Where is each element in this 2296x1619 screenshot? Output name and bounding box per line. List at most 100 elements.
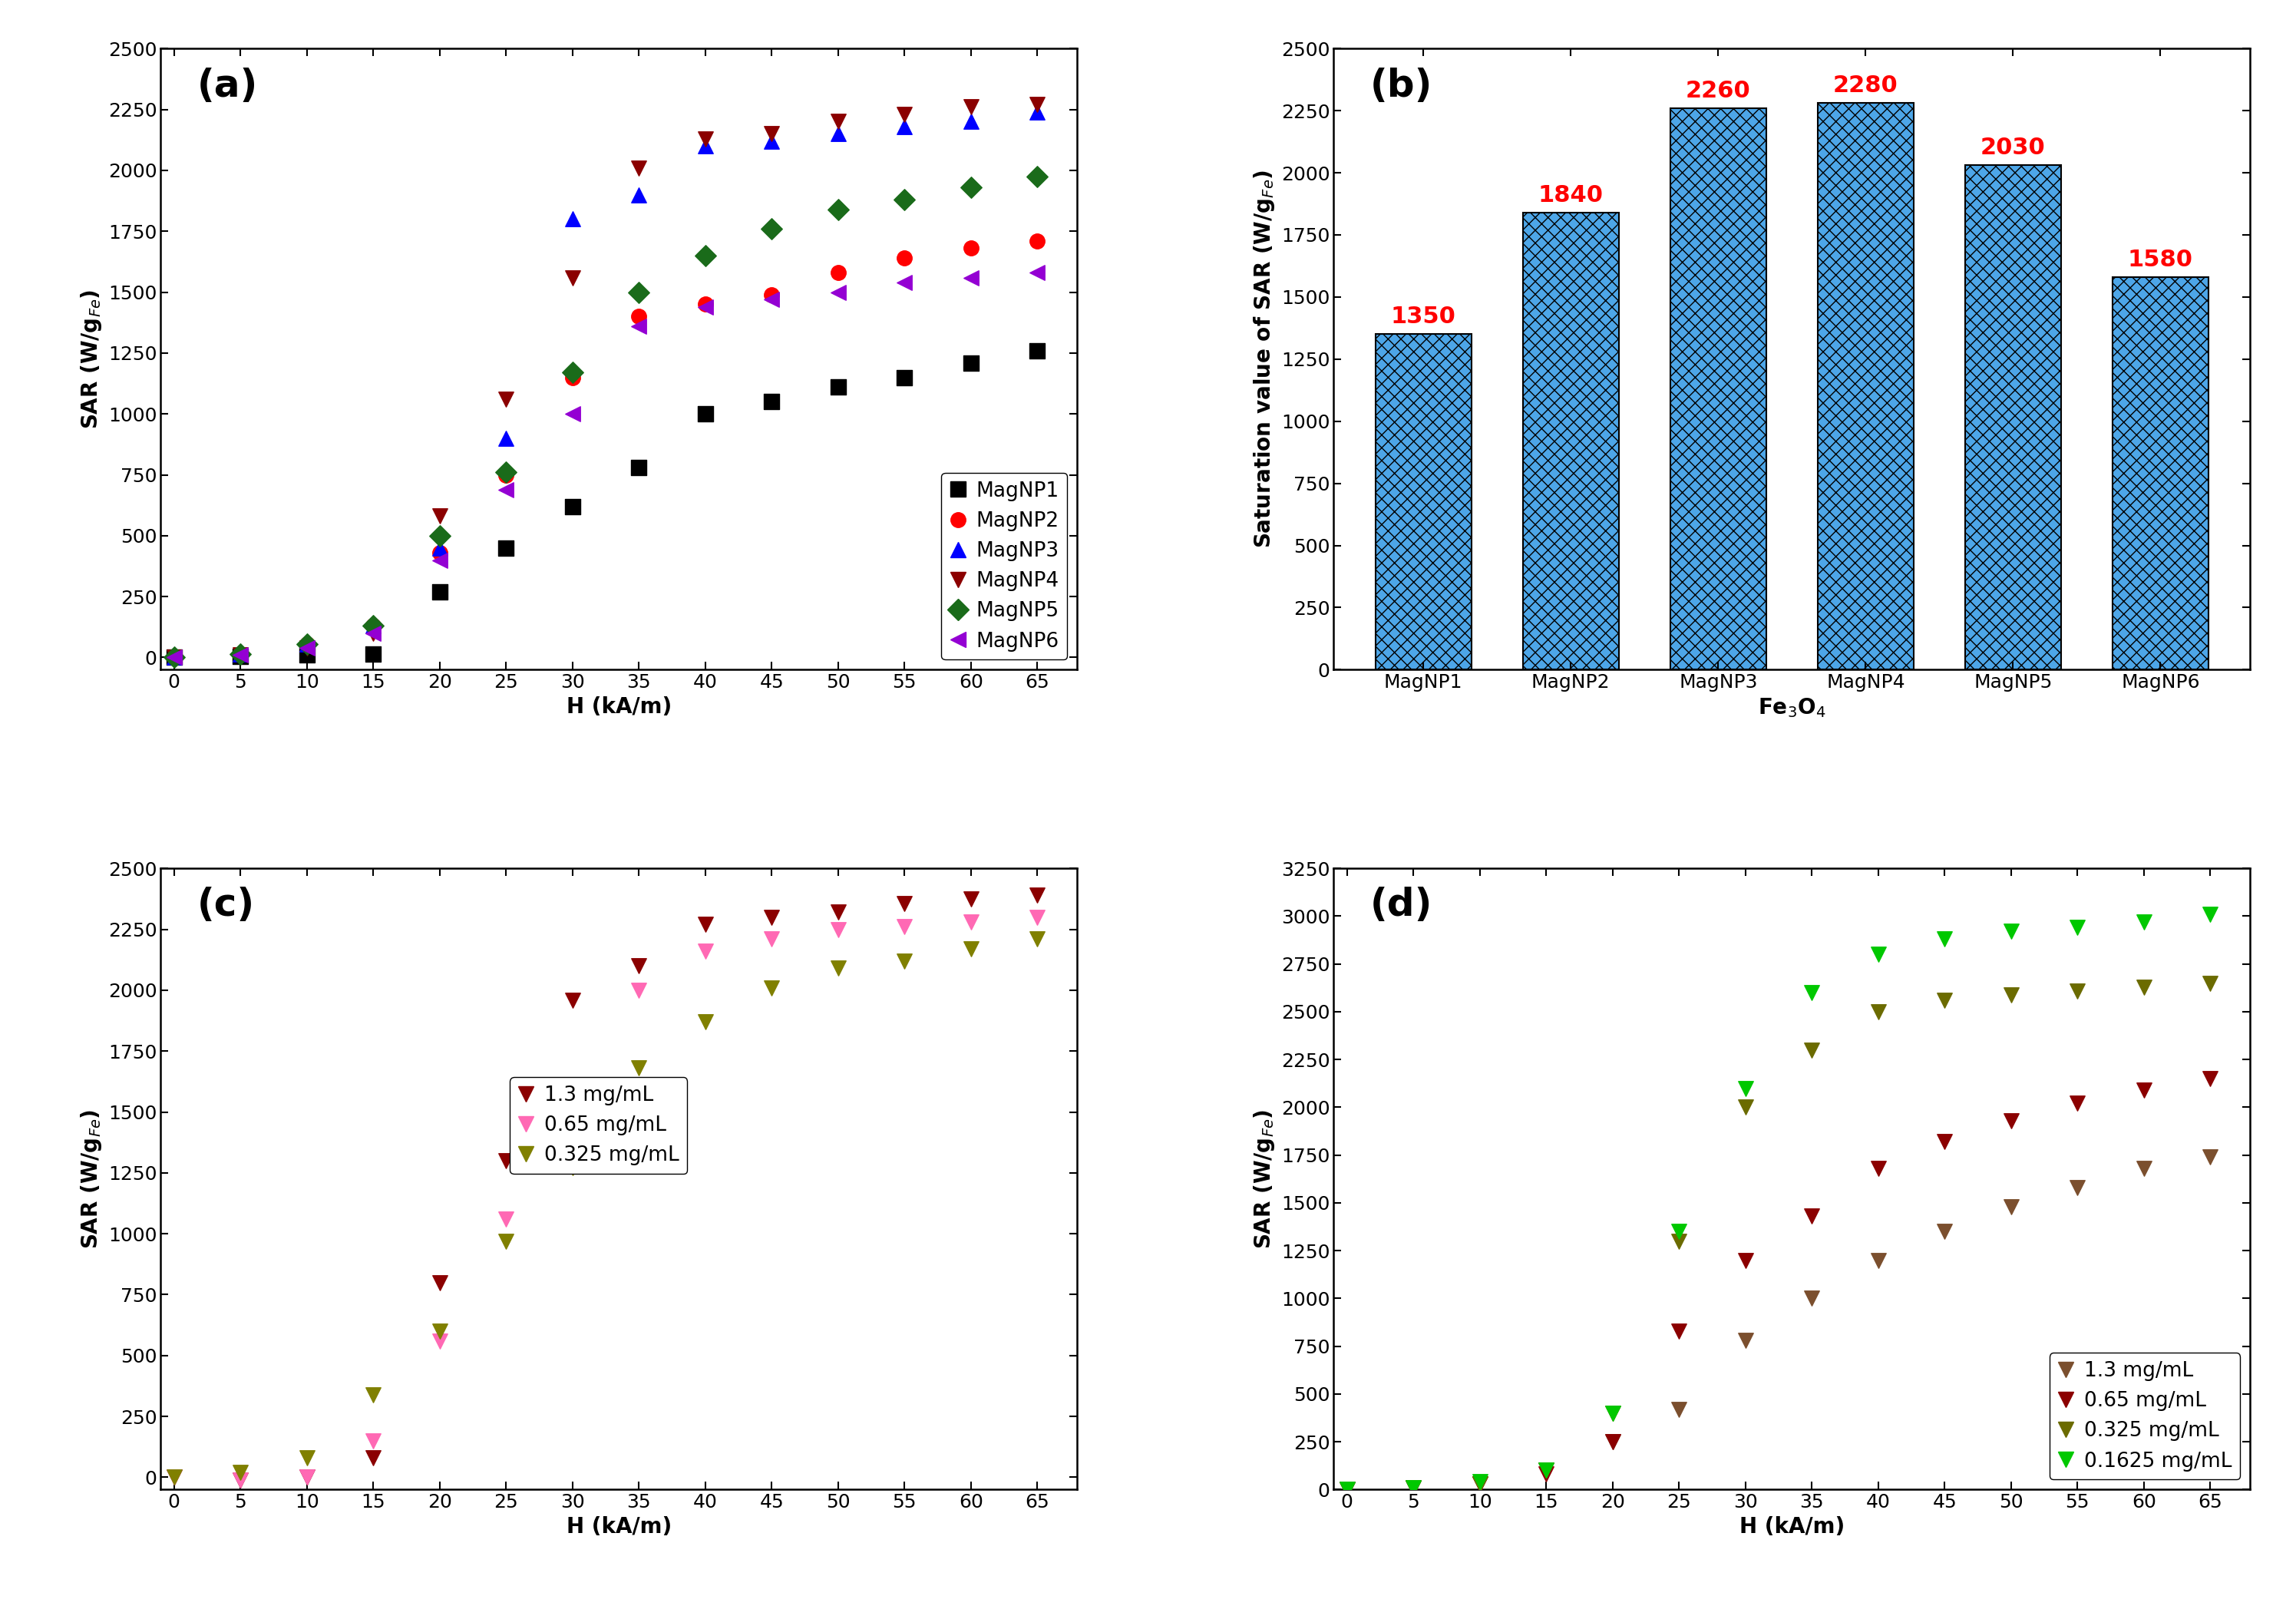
Point (886, 364, 923, 390)
Point (553, 402, 590, 427)
Point (420, 523, 457, 549)
Point (1593, 1428, 1630, 1454)
Point (2060, 1091, 2096, 1117)
Point (487, 476, 523, 502)
Bar (1522, 212, 1619, 670)
Point (753, 121, 790, 147)
Point (820, 121, 856, 147)
Point (420, 1318, 457, 1344)
Point (156, 644, 193, 670)
Point (1463, 1470, 1499, 1496)
Point (223, 641, 259, 667)
Point (1860, 1247, 1896, 1273)
Point (886, 186, 923, 212)
Point (1993, 981, 2030, 1007)
Point (2126, 975, 2163, 1001)
Point (1660, 1229, 1697, 1255)
Point (886, 949, 923, 975)
Point (1019, 228, 1056, 254)
Point (1993, 918, 2030, 944)
Text: 1350: 1350 (1391, 306, 1456, 329)
Point (820, 955, 856, 981)
Legend: 1.3 mg/mL, 0.65 mg/mL, 0.325 mg/mL, 0.1625 mg/mL: 1.3 mg/mL, 0.65 mg/mL, 0.325 mg/mL, 0.16… (2050, 1353, 2241, 1480)
Bar (1375, 334, 1472, 670)
Point (953, 235, 990, 261)
Point (1396, 1475, 1433, 1501)
Point (1329, 1477, 1366, 1502)
Point (1019, 926, 1056, 952)
Point (820, 196, 856, 222)
Point (356, 1381, 393, 1407)
Point (620, 1056, 657, 1081)
Y-axis label: SAR (W/g$_{Fe}$): SAR (W/g$_{Fe}$) (80, 1109, 103, 1248)
Point (687, 126, 723, 152)
Point (356, 620, 393, 646)
Point (753, 215, 790, 241)
Point (620, 155, 657, 181)
Point (356, 641, 393, 667)
Point (1329, 1477, 1366, 1502)
Point (1019, 164, 1056, 189)
X-axis label: H (kA/m): H (kA/m) (567, 696, 673, 717)
Point (1660, 1396, 1697, 1421)
Point (553, 364, 590, 390)
Point (1396, 1475, 1433, 1501)
Point (1019, 92, 1056, 118)
Point (1019, 903, 1056, 929)
Point (420, 1328, 457, 1353)
Point (289, 631, 326, 657)
Point (289, 635, 326, 661)
Point (553, 1154, 590, 1180)
Point (356, 1444, 393, 1470)
Point (487, 426, 523, 452)
Point (156, 644, 193, 670)
Point (687, 291, 723, 317)
Text: 2280: 2280 (1832, 74, 1899, 97)
Point (356, 614, 393, 640)
Point (1727, 1328, 1763, 1353)
X-axis label: Fe$_3$O$_4$: Fe$_3$O$_4$ (1759, 696, 1825, 719)
Point (1993, 1107, 2030, 1133)
Point (1396, 1475, 1433, 1501)
Point (487, 461, 523, 487)
Point (687, 293, 723, 319)
Text: (a): (a) (197, 68, 257, 104)
Point (1793, 1038, 1830, 1064)
Point (1793, 979, 1830, 1005)
Point (687, 133, 723, 159)
Point (953, 908, 990, 934)
Point (1793, 1203, 1830, 1229)
Point (2060, 915, 2096, 941)
Point (1019, 338, 1056, 364)
X-axis label: H (kA/m): H (kA/m) (1738, 1515, 1844, 1538)
Point (753, 926, 790, 952)
Y-axis label: SAR (W/g$_{Fe}$): SAR (W/g$_{Fe}$) (1251, 1109, 1277, 1248)
Point (156, 644, 193, 670)
Point (289, 635, 326, 661)
Point (886, 890, 923, 916)
Point (420, 1269, 457, 1295)
Point (1019, 99, 1056, 125)
Y-axis label: Saturation value of SAR (W/g$_{Fe}$): Saturation value of SAR (W/g$_{Fe}$) (1251, 170, 1277, 549)
Text: (d): (d) (1371, 887, 1433, 924)
Point (223, 643, 259, 669)
Point (1329, 1477, 1366, 1502)
Text: 1840: 1840 (1538, 185, 1603, 206)
Point (1993, 1193, 2030, 1219)
Point (487, 1148, 523, 1174)
Point (223, 643, 259, 669)
Point (223, 1467, 259, 1493)
Point (487, 460, 523, 486)
Point (289, 643, 326, 669)
Point (1727, 1075, 1763, 1101)
Point (620, 303, 657, 329)
Point (1527, 1462, 1564, 1488)
Point (1660, 1219, 1697, 1245)
Point (953, 264, 990, 290)
Point (620, 954, 657, 979)
Point (1019, 882, 1056, 908)
Point (289, 1444, 326, 1470)
Point (156, 644, 193, 670)
Point (1860, 999, 1896, 1025)
Legend: MagNP1, MagNP2, MagNP3, MagNP4, MagNP5, MagNP6: MagNP1, MagNP2, MagNP3, MagNP4, MagNP5, … (941, 473, 1068, 659)
